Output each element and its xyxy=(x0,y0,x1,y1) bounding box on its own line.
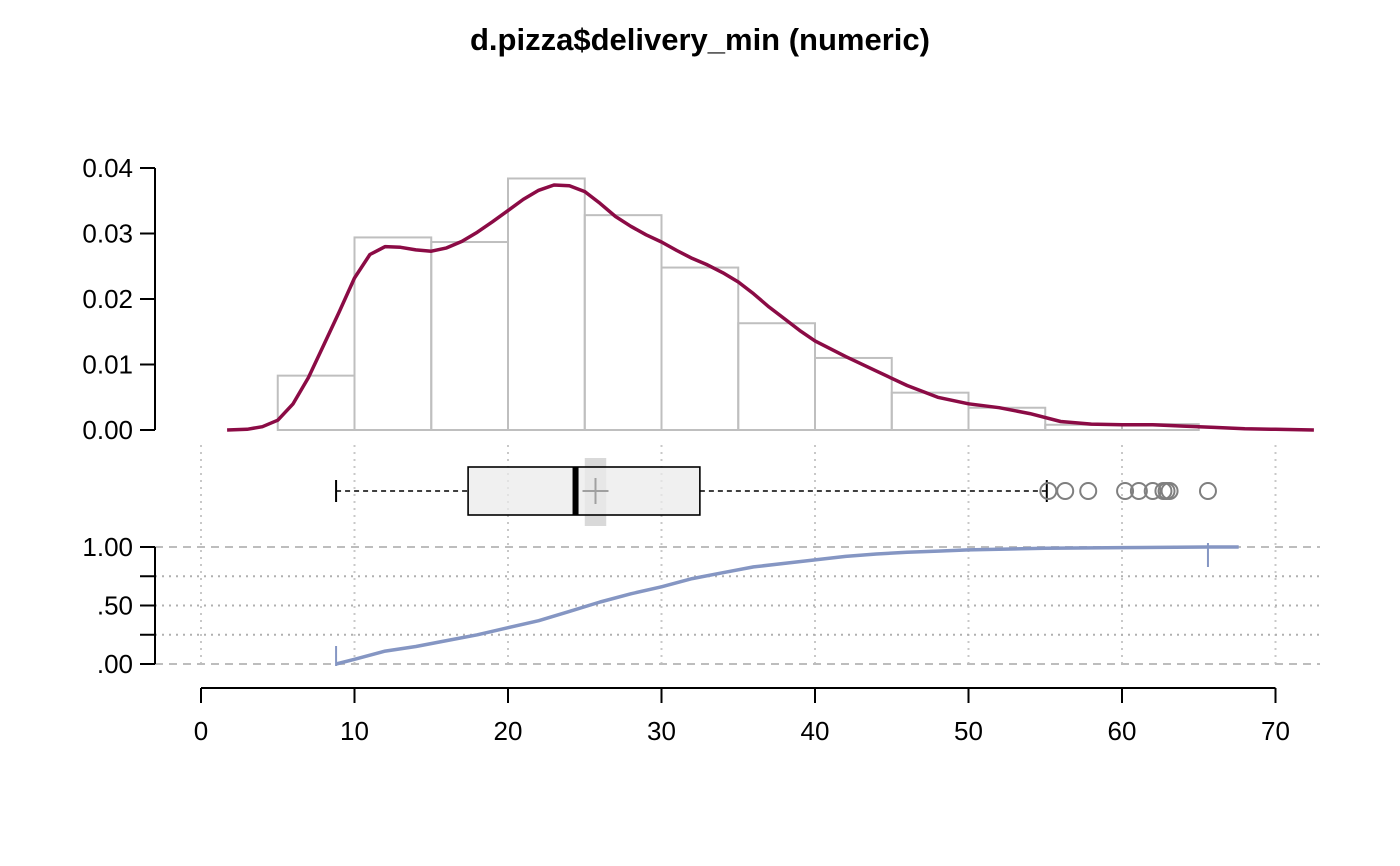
histogram-bar xyxy=(814,356,893,432)
x-tick-label: 50 xyxy=(954,716,983,746)
density-curve xyxy=(227,183,1314,432)
outlier-point xyxy=(1198,482,1217,500)
ecdf-y-tick-label: 1.00 xyxy=(82,532,133,562)
hist-y-tick-label: 0.01 xyxy=(82,350,133,380)
outlier-point xyxy=(1079,482,1098,500)
histogram-bar xyxy=(967,406,1047,432)
histogram-bar xyxy=(583,214,663,431)
ecdf-layer xyxy=(335,543,1239,666)
x-tick-label: 0 xyxy=(194,716,208,746)
x-tick-label: 40 xyxy=(801,716,830,746)
histogram-layer xyxy=(227,177,1314,432)
hist-y-tick-label: 0.04 xyxy=(82,153,133,183)
histogram-bar xyxy=(737,322,816,431)
outlier-point xyxy=(1160,482,1179,500)
chart-title: d.pizza$delivery_min (numeric) xyxy=(470,22,930,57)
histogram-bar xyxy=(507,177,586,431)
outlier-point xyxy=(1129,482,1148,500)
ecdf-line xyxy=(335,545,1239,666)
ecdf-y-tick-label: .50 xyxy=(97,591,133,621)
x-tick-label: 70 xyxy=(1261,716,1290,746)
x-tick-label: 20 xyxy=(494,716,523,746)
histogram-bar xyxy=(353,236,433,431)
histogram-bar xyxy=(430,241,509,431)
x-tick-label: 60 xyxy=(1108,716,1137,746)
histogram-bar xyxy=(660,266,740,431)
grid-layer xyxy=(155,445,1320,668)
x-tick-label: 30 xyxy=(647,716,676,746)
boxplot-layer xyxy=(335,458,1217,526)
axes-layer: 0.00 0.01 0.02 0.03 0.04 .00 .50 1.00 0 10 20 30 40 5… xyxy=(82,153,1290,746)
hist-y-tick-label: 0.00 xyxy=(82,415,133,445)
histogram-bar xyxy=(276,374,356,432)
x-tick-label: 10 xyxy=(340,716,369,746)
hist-y-tick-label: 0.03 xyxy=(82,219,133,249)
outlier-point xyxy=(1116,482,1135,500)
ecdf-y-tick-label: .00 xyxy=(97,649,133,679)
outlier-point xyxy=(1056,482,1075,500)
hist-y-tick-label: 0.02 xyxy=(82,284,133,314)
histogram-bar xyxy=(890,391,970,432)
